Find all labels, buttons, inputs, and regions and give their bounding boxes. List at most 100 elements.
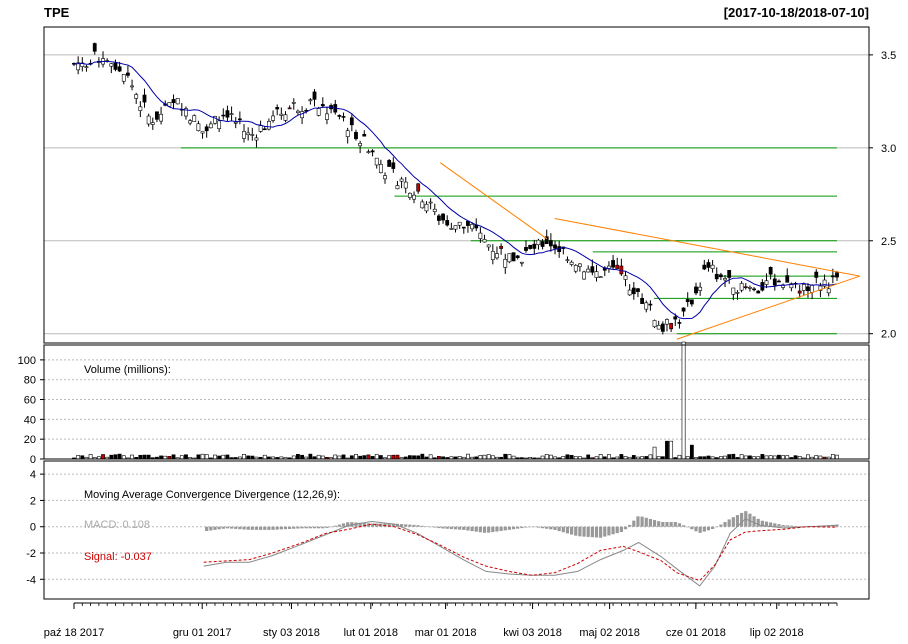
- macd-histogram-bar: [549, 526, 553, 530]
- volume-tick-label: 60: [24, 395, 36, 407]
- candle-body: [835, 272, 839, 278]
- candle-body: [159, 113, 163, 122]
- macd-histogram-bar: [387, 523, 391, 527]
- volume-frame: [43, 344, 870, 460]
- macd-histogram-bar: [279, 526, 283, 530]
- trend-line: [554, 217, 860, 277]
- macd-tick-label: -2: [26, 548, 36, 560]
- candle-body: [287, 107, 292, 110]
- volume-bar: [333, 454, 338, 460]
- candle-body: [126, 72, 130, 76]
- candle-body: [694, 286, 698, 294]
- volume-bar: [731, 453, 736, 460]
- candle-body: [743, 286, 748, 289]
- macd-histogram-bar: [474, 526, 478, 532]
- volume-bar: [300, 454, 304, 460]
- volume-bar: [785, 455, 790, 460]
- volume-label: Volume (millions):: [84, 364, 171, 376]
- candle-body: [250, 134, 255, 136]
- volume-bar: [179, 455, 184, 460]
- candle-body: [196, 123, 201, 132]
- macd-histogram-bar: [487, 526, 491, 533]
- macd-histogram-bar: [760, 520, 764, 527]
- volume-bar: [308, 453, 313, 460]
- volume-tick-label: 0: [30, 454, 36, 466]
- candle-body: [482, 239, 487, 243]
- candle-body: [685, 299, 690, 303]
- candle-body: [242, 131, 246, 139]
- macd-histogram-bar: [271, 526, 275, 530]
- macd-histogram-bar: [362, 523, 366, 527]
- candle-body: [325, 113, 329, 120]
- candle-body: [814, 271, 819, 278]
- candle-body: [109, 63, 114, 67]
- volume-bar: [200, 453, 205, 460]
- macd-histogram-bar: [657, 521, 661, 527]
- candle-body: [764, 280, 769, 285]
- candle-body: [461, 226, 466, 229]
- macd-histogram-bar: [341, 523, 346, 527]
- macd-histogram-bar: [570, 526, 574, 535]
- candle-body: [428, 201, 433, 204]
- macd-histogram-bar: [462, 526, 466, 530]
- volume-bar: [221, 454, 226, 460]
- macd-histogram-bar: [715, 526, 719, 528]
- volume-bar: [262, 454, 267, 460]
- candle-body: [76, 62, 81, 71]
- macd-histogram-bar: [599, 526, 603, 538]
- macd-histogram-bar: [242, 526, 246, 530]
- candle-body: [399, 178, 404, 182]
- candle-body: [540, 241, 545, 247]
- candle-body: [772, 278, 777, 286]
- macd-histogram-bar: [623, 526, 628, 530]
- macd-histogram-bar: [640, 516, 644, 527]
- macd-histogram-bar: [545, 526, 549, 529]
- candle-body: [748, 287, 752, 289]
- candle-body: [548, 240, 553, 247]
- candle-body: [441, 213, 445, 221]
- candle-body: [407, 192, 412, 198]
- candle-body: [134, 94, 139, 99]
- macd-title: Moving Average Convergence Divergence (1…: [84, 489, 340, 501]
- volume-bar: [806, 454, 810, 460]
- volume-bar: [781, 455, 785, 460]
- candle-body: [789, 283, 794, 289]
- candle-body: [532, 243, 537, 249]
- macd-histogram-bar: [665, 521, 669, 527]
- macd-tick-label: 0: [30, 522, 36, 534]
- volume-bar: [727, 454, 732, 460]
- macd-histogram-bar: [528, 526, 532, 528]
- volume-bar: [101, 454, 105, 460]
- macd-histogram-bar: [540, 526, 545, 529]
- macd-histogram-bar: [254, 526, 259, 530]
- candle-body: [92, 43, 97, 52]
- candle-body: [735, 291, 740, 294]
- candle-body: [673, 316, 678, 320]
- macd-histogram-bar: [619, 526, 623, 532]
- candle-body: [681, 307, 686, 312]
- candle-body: [797, 290, 802, 294]
- volume-bar: [171, 454, 176, 460]
- macd-histogram-bar: [520, 526, 524, 529]
- candle-body: [826, 288, 831, 294]
- volume-bar: [395, 454, 400, 460]
- volume-bar: [665, 440, 669, 460]
- candle-body: [636, 288, 640, 292]
- x-tick-label: lip 02 2018: [750, 627, 804, 639]
- macd-histogram-bar: [507, 526, 512, 530]
- macd-histogram-bar: [503, 526, 507, 531]
- candle-body: [449, 228, 454, 230]
- candle-body: [453, 225, 458, 230]
- candle-body: [445, 220, 450, 226]
- candle-body: [756, 290, 761, 294]
- candle-body: [689, 299, 694, 305]
- candle-body: [598, 276, 603, 279]
- candle-body: [283, 114, 288, 121]
- candle-body: [511, 252, 516, 262]
- candle-body: [387, 159, 392, 167]
- macd-histogram-bar: [225, 526, 230, 529]
- price-tick-label: 3.5: [881, 50, 896, 62]
- price-panel: 2.0 2.5 3.0 3.5: [43, 26, 896, 344]
